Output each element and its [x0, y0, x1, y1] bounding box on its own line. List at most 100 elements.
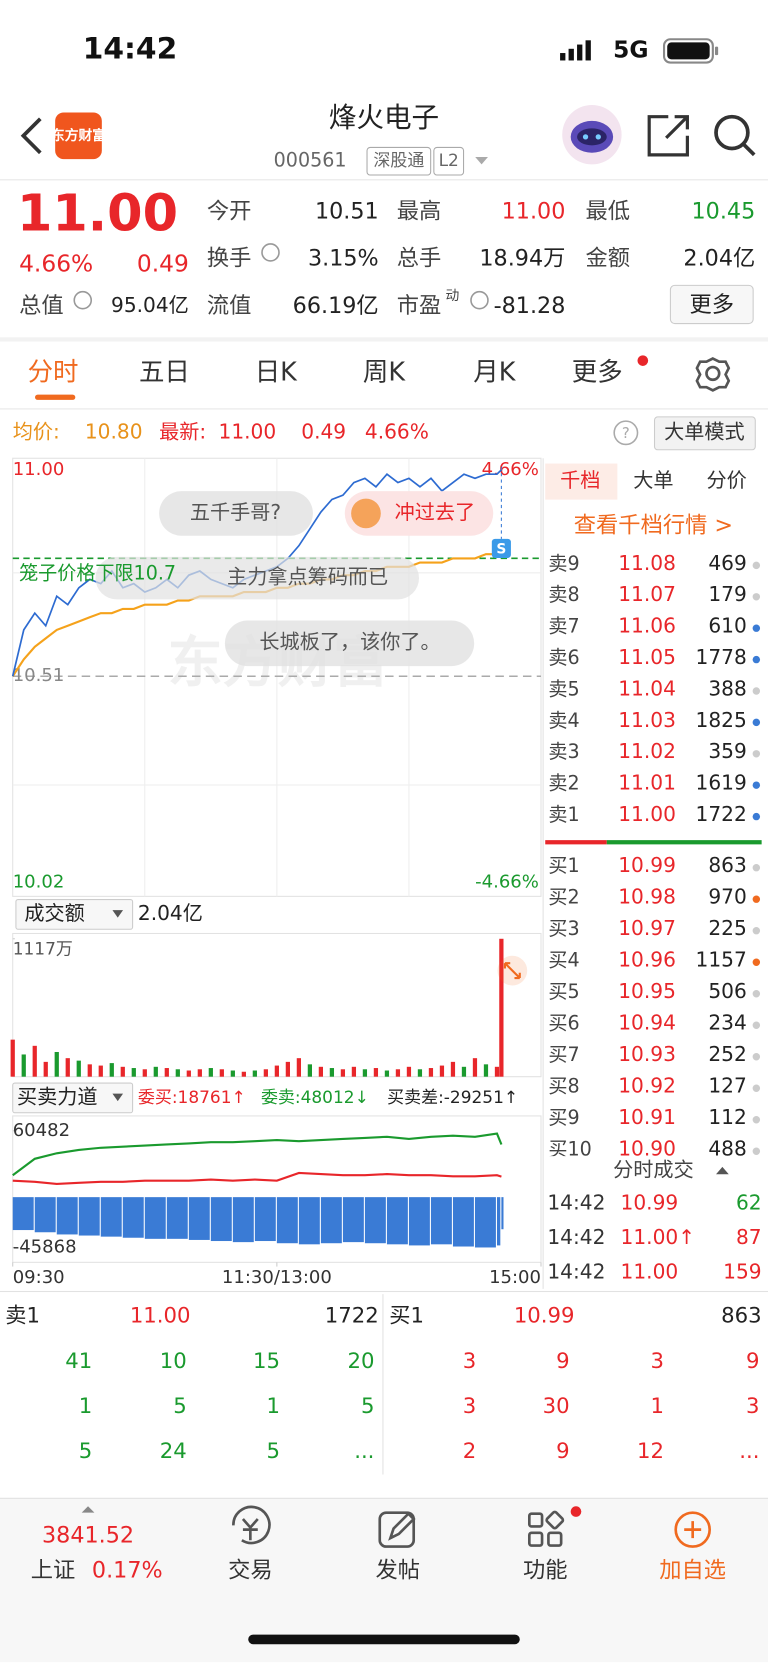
tab[interactable]: 五日 — [139, 357, 190, 387]
volume-bar — [461, 1066, 467, 1077]
volume-bar — [54, 1051, 59, 1077]
last-price: 11.00 — [17, 184, 178, 243]
tag: 深股通 — [373, 151, 424, 171]
x-tick-label: 15:00 — [489, 1267, 541, 1288]
volume-bar — [21, 1054, 26, 1077]
field-label: 市盈 — [397, 293, 442, 319]
power-bar — [496, 1197, 501, 1246]
trade-price: 11.00↑ — [621, 1225, 696, 1249]
change: 0.49 — [137, 250, 189, 278]
book-price: 11.04 — [618, 676, 676, 700]
back-button[interactable] — [20, 117, 42, 155]
book-dot — [752, 750, 761, 758]
settings-button[interactable] — [695, 357, 731, 392]
field-label: 最低 — [586, 199, 631, 225]
queue-order: 5 — [173, 1394, 186, 1419]
book-level: 买1 — [548, 854, 579, 877]
book-volume: 234 — [708, 1011, 746, 1035]
trade-price: 11.00 — [621, 1259, 679, 1283]
tab[interactable]: 日K — [255, 357, 298, 387]
book-price: 11.07 — [618, 582, 676, 606]
field-value: 10.45 — [692, 199, 756, 225]
book-dot — [752, 781, 761, 789]
dropdown-icon — [112, 910, 124, 918]
search-button[interactable] — [714, 114, 756, 157]
volume-title: 成交额 — [24, 901, 84, 925]
power-bar — [254, 1197, 276, 1242]
queue-order: 3 — [463, 1349, 477, 1374]
comment: 笼子价格下限10.7 — [19, 561, 176, 584]
volume-bar — [109, 1063, 114, 1077]
tab[interactable]: 更多 — [572, 357, 623, 387]
power-bar — [298, 1197, 320, 1245]
power-bar — [386, 1197, 408, 1245]
divider — [0, 337, 768, 342]
book-dot — [752, 958, 761, 966]
book-volume: 225 — [708, 916, 746, 940]
volume-bar — [307, 1064, 312, 1077]
book-level: 卖8 — [548, 583, 579, 606]
dropdown-icon[interactable] — [475, 156, 488, 165]
more-button[interactable] — [669, 284, 754, 325]
book-price: 10.92 — [618, 1074, 676, 1098]
network: 5G — [613, 35, 648, 63]
volume-bar — [472, 1058, 478, 1077]
book-level: 卖9 — [548, 552, 579, 575]
nav-item[interactable]: 发帖 — [376, 1558, 421, 1584]
queue-order: ... — [354, 1439, 374, 1464]
nav-item[interactable]: 加自选 — [659, 1558, 726, 1584]
volume-bar — [395, 1069, 401, 1077]
volume-bar — [252, 1070, 257, 1077]
tab[interactable]: 月K — [473, 357, 516, 387]
tab[interactable]: 周K — [363, 357, 406, 387]
volume-bar — [499, 938, 504, 1077]
queue-order: 5 — [361, 1394, 375, 1419]
y-tick-label: -45868 — [13, 1236, 77, 1257]
assistant-avatar[interactable] — [562, 105, 622, 165]
queue-order: 1 — [79, 1394, 93, 1419]
comment: 长城板了，该你了。 — [259, 629, 440, 653]
help-icon[interactable] — [613, 420, 639, 446]
logo[interactable] — [55, 112, 102, 160]
post-icon — [378, 1511, 416, 1548]
power-bar — [364, 1197, 386, 1244]
y2-tick-label: -4.66% — [475, 872, 539, 893]
book-level: 买4 — [548, 949, 579, 972]
volume-bar — [241, 1071, 246, 1077]
field-value: 18.94万 — [479, 245, 565, 271]
book-price: 10.95 — [618, 979, 676, 1003]
index-name: 上证 — [31, 1558, 76, 1584]
tag-box — [366, 146, 432, 176]
trade-time: 14:42 — [547, 1190, 605, 1214]
battery-icon — [662, 38, 719, 64]
active-tab-bg — [545, 463, 618, 500]
queue-order: 15 — [253, 1349, 280, 1374]
book-tab[interactable]: 千档 — [560, 468, 600, 492]
book-tab[interactable]: 分价 — [706, 468, 746, 492]
book-dot — [752, 718, 761, 727]
expand-icon[interactable] — [81, 1506, 95, 1513]
nav-item[interactable]: 交易 — [228, 1558, 273, 1584]
book-link[interactable]: 查看千档行情 > — [574, 513, 733, 539]
index-value: 3841.52 — [42, 1522, 134, 1548]
book-price: 10.93 — [618, 1042, 676, 1066]
power-selector[interactable] — [12, 1082, 134, 1114]
power-bar — [408, 1197, 430, 1246]
nav-item[interactable]: 功能 — [523, 1558, 568, 1584]
tab[interactable]: 分时 — [28, 357, 79, 387]
volume-bar — [417, 1069, 423, 1077]
book-price: 11.01 — [618, 771, 676, 795]
power-bar — [452, 1197, 474, 1247]
volume-selector[interactable] — [15, 899, 134, 930]
queue-order: 9 — [556, 1439, 570, 1464]
volume-bar — [318, 1066, 324, 1077]
share-button[interactable] — [647, 115, 689, 157]
comment-bubble — [344, 491, 494, 536]
book-tab[interactable]: 大单 — [633, 468, 673, 492]
book-price: 11.00 — [618, 802, 676, 826]
big-order-button[interactable] — [653, 416, 756, 451]
logo-text: 东方财富 — [51, 127, 106, 144]
book-price: 10.98 — [618, 885, 676, 909]
